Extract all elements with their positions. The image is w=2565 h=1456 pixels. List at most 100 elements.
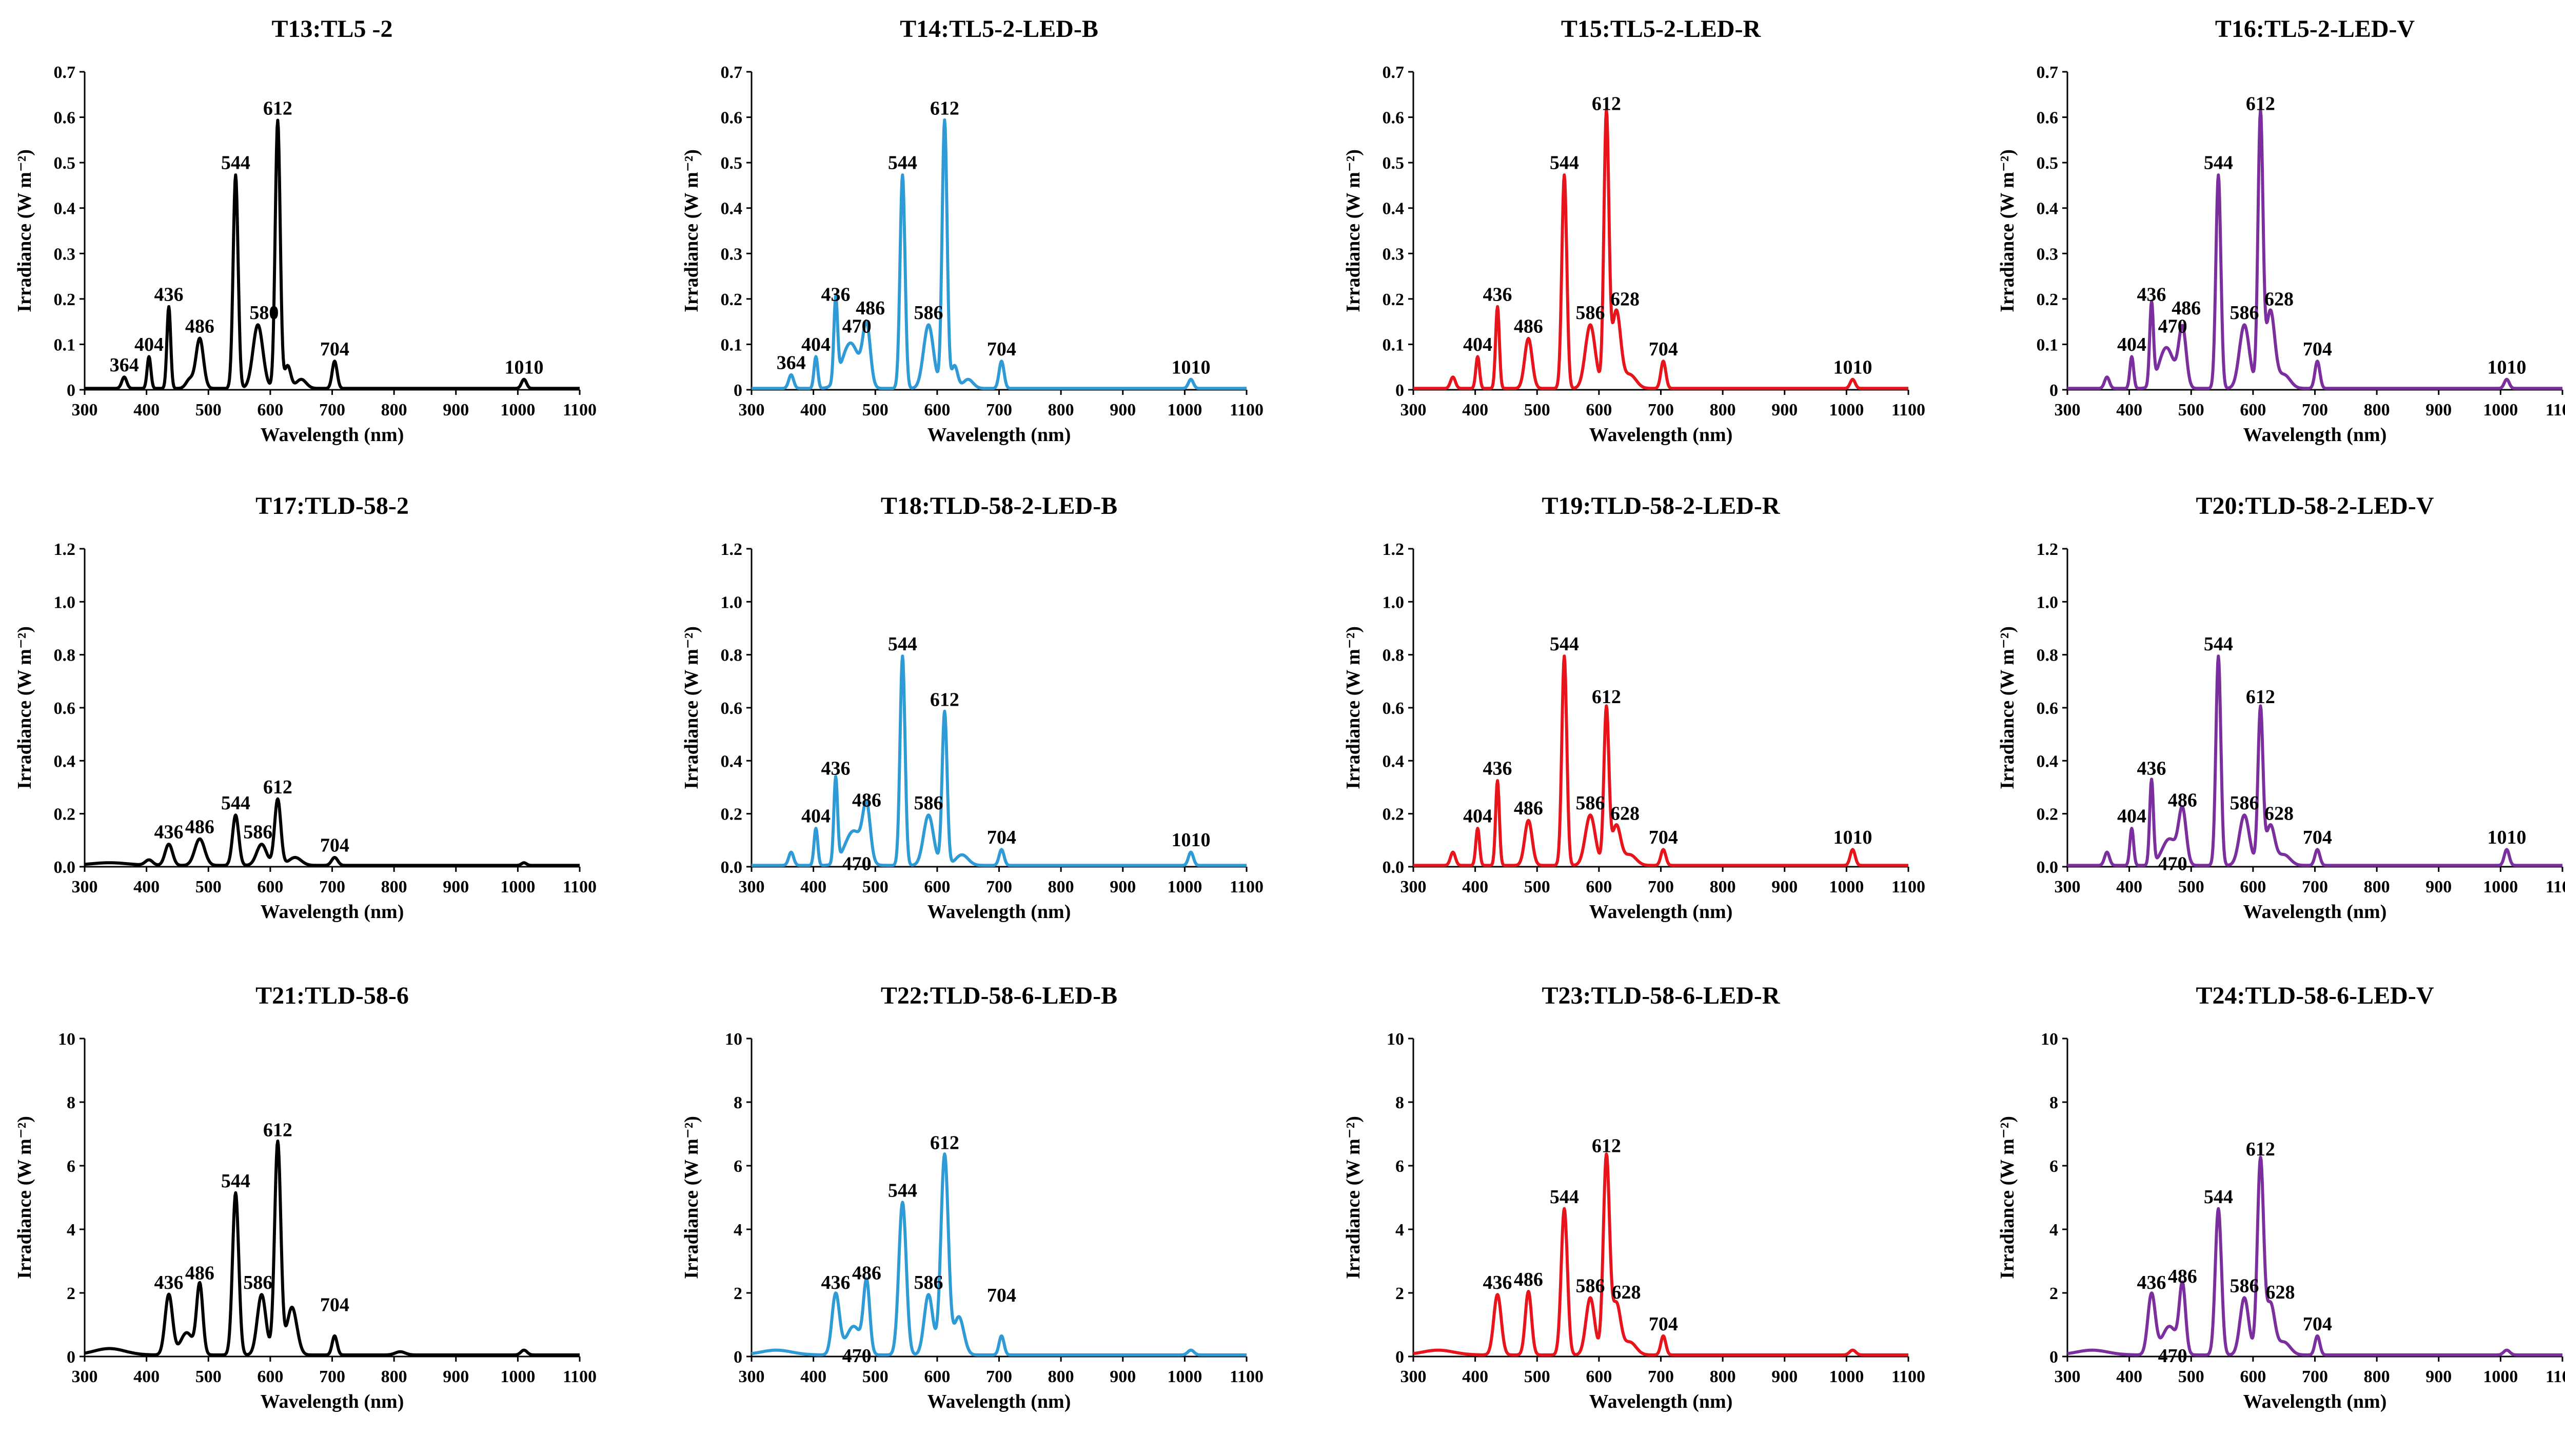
peak-label: 470	[842, 316, 872, 337]
x-tick-label: 500	[2178, 1367, 2204, 1386]
spectrum-line	[751, 118, 1248, 390]
y-tick-label: 0.8	[54, 646, 76, 665]
peak-label: 1010	[1171, 829, 1210, 851]
y-tick-label: 1.0	[2037, 593, 2059, 612]
y-tick-label: 0.2	[721, 290, 743, 309]
peak-label: 404	[2117, 806, 2146, 827]
x-tick-label: 1000	[1167, 1367, 1202, 1386]
y-tick-label: 0.6	[2037, 699, 2059, 718]
panel-title: T13:TL5 -2	[271, 15, 392, 43]
peak-label: 704	[2303, 338, 2332, 360]
x-tick-label: 700	[1648, 877, 1674, 896]
peak-label: 486	[185, 316, 214, 337]
x-tick-label: 600	[924, 1367, 950, 1386]
x-tick-label: 300	[72, 877, 98, 896]
x-tick-label: 300	[1400, 1367, 1427, 1386]
x-tick-label: 700	[986, 401, 1012, 420]
y-tick-label: 6	[1395, 1157, 1404, 1176]
peak-label: 544	[888, 633, 917, 655]
peak-label: 586	[243, 1272, 272, 1293]
peak-label: 470	[2158, 1345, 2187, 1367]
x-tick-label: 600	[257, 401, 283, 420]
y-tick-label: 0.3	[721, 245, 743, 264]
y-tick-label: 0.5	[2037, 154, 2059, 173]
x-tick-label: 300	[2055, 401, 2081, 420]
x-tick-label: 1100	[1230, 877, 1264, 896]
x-tick-label: 1100	[1230, 1367, 1264, 1386]
x-tick-label: 700	[1648, 1367, 1674, 1386]
y-tick-label: 0	[67, 381, 75, 400]
y-tick-label: 6	[2049, 1157, 2058, 1176]
x-axis-label: Wavelength (nm)	[2243, 424, 2387, 446]
peak-label: 544	[1550, 633, 1579, 655]
x-axis-label: Wavelength (nm)	[928, 424, 1071, 446]
panel-title: T22:TLD-58-6-LED-B	[881, 982, 1117, 1009]
x-tick-label: 800	[2364, 1367, 2390, 1386]
x-tick-label: 700	[986, 877, 1012, 896]
y-tick-label: 0.1	[54, 335, 76, 354]
y-tick-label: 0.2	[721, 805, 743, 824]
x-tick-label: 400	[1462, 401, 1488, 420]
peak-label: 486	[2168, 1266, 2197, 1287]
peak-label: 628	[1611, 1282, 1641, 1303]
x-tick-label: 1000	[1829, 877, 1864, 896]
x-tick-label: 1000	[1167, 877, 1202, 896]
y-tick-label: 8	[734, 1093, 742, 1112]
x-tick-label: 1000	[500, 401, 535, 420]
panel-11: T23:TLD-58-6-LED-R 0 2 4 6 8 10 300 400 500 600 700…	[1343, 982, 1925, 1412]
y-tick-label: 0.4	[1383, 200, 1405, 218]
x-tick-label: 800	[381, 401, 407, 420]
peak-label: 586	[914, 792, 943, 814]
x-tick-label: 1100	[2546, 877, 2565, 896]
peak-label: 704	[1649, 1313, 1678, 1335]
y-tick-label: 0.5	[1383, 154, 1405, 173]
peak-label: 436	[821, 758, 851, 780]
peak-label: 544	[888, 152, 917, 174]
x-tick-label: 400	[1462, 1367, 1488, 1386]
peak-label: 436	[1483, 758, 1512, 780]
peak-label: 404	[1463, 334, 1492, 355]
peak-label: 612	[1592, 686, 1621, 708]
x-tick-label: 900	[1771, 877, 1798, 896]
y-tick-label: 0.1	[1383, 335, 1405, 354]
x-tick-label: 800	[1048, 877, 1074, 896]
y-tick-label: 0.2	[2037, 290, 2059, 309]
peak-label: 436	[1483, 284, 1512, 306]
peak-label: 544	[221, 792, 250, 814]
peak-label: 436	[154, 284, 184, 306]
panel-title: T24:TLD-58-6-LED-V	[2196, 982, 2434, 1009]
peak-label: 470	[842, 1345, 872, 1367]
peak-label: 470	[842, 853, 872, 875]
peak-label: 1010	[2487, 827, 2526, 848]
peak-label: 364	[110, 354, 139, 376]
peak-label: 586	[243, 822, 272, 843]
x-tick-label: 1100	[563, 401, 597, 420]
y-axis-label: Irradiance (W m⁻²)	[681, 149, 702, 312]
peak-label: 704	[1649, 827, 1678, 848]
x-axis-label: Wavelength (nm)	[928, 1391, 1071, 1412]
y-tick-label: 0.7	[54, 63, 76, 82]
panel-6: T18:TLD-58-2-LED-B 0.0 0.2 0.4 0.6 0.8 1.0 1.2 3…	[681, 492, 1264, 923]
x-axis-label: Wavelength (nm)	[261, 1391, 404, 1412]
peak-label: 704	[987, 338, 1016, 360]
spectrum-line	[751, 654, 1248, 867]
x-tick-label: 500	[195, 401, 222, 420]
y-tick-label: 0.8	[2037, 646, 2059, 665]
peak-label: 1010	[2487, 356, 2526, 378]
x-tick-label: 1000	[1829, 401, 1864, 420]
peak-label: 586	[914, 1272, 943, 1293]
panel-12: T24:TLD-58-6-LED-V 0 2 4 6 8 10 300 400 500 600 700…	[1997, 982, 2565, 1412]
x-tick-label: 1100	[563, 877, 597, 896]
x-tick-label: 500	[1524, 401, 1550, 420]
y-tick-label: 0.5	[721, 154, 743, 173]
peak-label: 436	[2137, 1272, 2166, 1293]
panel-title: T14:TL5-2-LED-B	[900, 15, 1098, 43]
y-tick-label: 0.6	[54, 109, 76, 128]
x-tick-label: 1100	[1891, 1367, 1925, 1386]
y-tick-label: 0.2	[1383, 290, 1405, 309]
x-tick-label: 600	[924, 401, 950, 420]
peak-label: 628	[2264, 288, 2294, 310]
x-tick-label: 900	[1110, 1367, 1136, 1386]
x-tick-label: 300	[739, 1367, 765, 1386]
peak-label: 1010	[1833, 356, 1872, 378]
